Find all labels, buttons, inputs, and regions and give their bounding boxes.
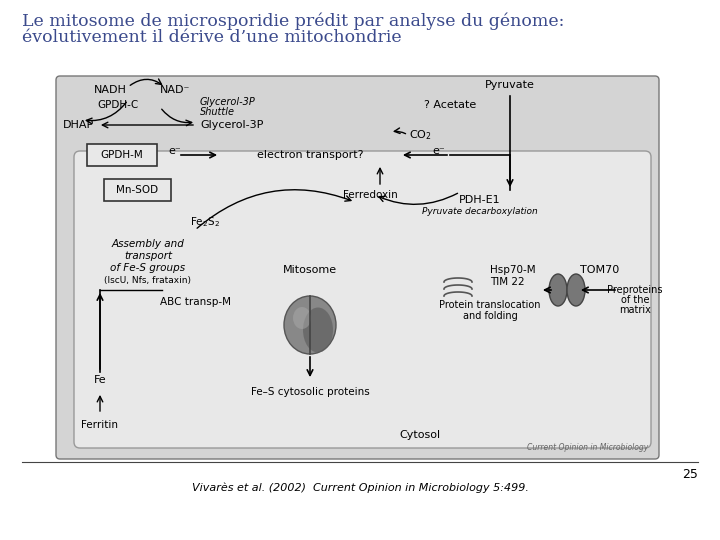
FancyBboxPatch shape <box>104 179 171 201</box>
Text: e⁻: e⁻ <box>432 146 445 156</box>
Text: PDH-E1: PDH-E1 <box>459 195 501 205</box>
Text: DHAP: DHAP <box>63 120 94 130</box>
Text: electron transport?: electron transport? <box>257 150 364 160</box>
FancyBboxPatch shape <box>56 76 659 459</box>
Text: GPDH-M: GPDH-M <box>101 150 143 160</box>
Ellipse shape <box>549 274 567 306</box>
Text: ABC transp-M: ABC transp-M <box>160 297 230 307</box>
Text: Shuttle: Shuttle <box>200 107 235 117</box>
Text: ? Acetate: ? Acetate <box>424 100 476 110</box>
Text: (IscU, Nfs, frataxin): (IscU, Nfs, frataxin) <box>104 275 192 285</box>
Text: TIM 22: TIM 22 <box>490 277 525 287</box>
Text: and folding: and folding <box>463 311 518 321</box>
Text: Protein translocation: Protein translocation <box>439 300 541 310</box>
Text: Fe$_2$S$_2$: Fe$_2$S$_2$ <box>190 215 220 229</box>
Ellipse shape <box>284 296 336 354</box>
Text: Hsp70-M: Hsp70-M <box>490 265 536 275</box>
Text: Glycerol-3P: Glycerol-3P <box>200 120 264 130</box>
Text: NADH: NADH <box>94 85 127 95</box>
Text: of the: of the <box>621 295 649 305</box>
FancyBboxPatch shape <box>87 144 157 166</box>
Text: transport: transport <box>124 251 172 261</box>
Text: évolutivement il dérive d’une mitochondrie: évolutivement il dérive d’une mitochondr… <box>22 29 402 46</box>
Text: Mn-SOD: Mn-SOD <box>116 185 158 195</box>
Text: Pyruvate decarboxylation: Pyruvate decarboxylation <box>422 207 538 217</box>
Text: Pyruvate: Pyruvate <box>485 80 535 90</box>
Text: Mitosome: Mitosome <box>283 265 337 275</box>
Text: Vivarès et al. (2002)  Current Opinion in Microbiology 5:499.: Vivarès et al. (2002) Current Opinion in… <box>192 483 528 493</box>
FancyBboxPatch shape <box>74 151 651 448</box>
Text: TOM70: TOM70 <box>580 265 620 275</box>
Ellipse shape <box>567 274 585 306</box>
Text: Fe–S cytosolic proteins: Fe–S cytosolic proteins <box>251 387 369 397</box>
Text: Ferritin: Ferritin <box>81 420 119 430</box>
Text: Ferredoxin: Ferredoxin <box>343 190 397 200</box>
Text: matrix: matrix <box>619 305 651 315</box>
Text: Le mitosome de microsporidie prédit par analyse du génome:: Le mitosome de microsporidie prédit par … <box>22 12 564 30</box>
Text: Current Opinion in Microbiology: Current Opinion in Microbiology <box>527 443 648 453</box>
Text: Cytosol: Cytosol <box>400 430 441 440</box>
Text: CO$_2$: CO$_2$ <box>409 128 431 142</box>
Ellipse shape <box>303 307 333 353</box>
Text: of Fe-S groups: of Fe-S groups <box>110 263 186 273</box>
Text: Glycerol-3P: Glycerol-3P <box>200 97 256 107</box>
Text: NAD⁻: NAD⁻ <box>160 85 190 95</box>
Text: Fe: Fe <box>94 375 107 385</box>
Text: e⁻: e⁻ <box>168 146 181 156</box>
Text: 25: 25 <box>682 468 698 481</box>
Ellipse shape <box>293 307 311 329</box>
Text: Preproteins: Preproteins <box>607 285 662 295</box>
Text: GPDH-C: GPDH-C <box>97 100 139 110</box>
Text: Assembly and: Assembly and <box>112 239 184 249</box>
